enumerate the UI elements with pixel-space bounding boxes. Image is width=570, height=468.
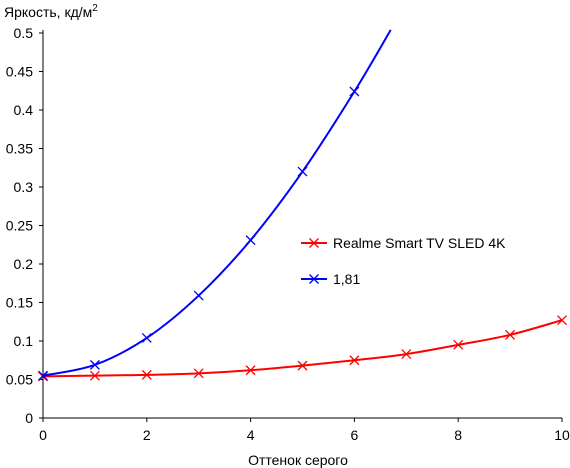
legend-item: Realme Smart TV SLED 4K (301, 235, 506, 251)
data-point (245, 235, 256, 246)
data-point (297, 166, 308, 177)
data-point (297, 360, 308, 371)
data-point (89, 370, 100, 381)
x-tick-label: 8 (454, 427, 462, 443)
x-tick-label: 6 (351, 427, 359, 443)
legend-item: 1,81 (301, 271, 360, 287)
y-tick-label: 0.5 (14, 25, 34, 41)
y-tick-label: 0.3 (14, 179, 34, 195)
y-tick-label: 0.35 (6, 141, 33, 157)
x-axis-label: Оттенок серого (248, 452, 348, 468)
data-point (309, 238, 319, 248)
data-point (349, 86, 360, 97)
y-axis-label: Яркость, кд/м2 (4, 3, 98, 20)
data-point (38, 370, 48, 381)
data-point (505, 329, 516, 340)
y-tick-label: 0.1 (14, 333, 34, 349)
data-point (557, 315, 567, 326)
data-point (193, 290, 204, 301)
y-tick-label: 0.2 (14, 256, 34, 272)
data-point (453, 339, 464, 350)
series-line (42, 319, 563, 378)
y-tick-label: 0.15 (6, 295, 33, 311)
x-tick-label: 10 (554, 427, 570, 443)
data-point (245, 365, 256, 376)
data-point (89, 359, 100, 370)
data-point (309, 274, 319, 284)
series-group (38, 29, 567, 382)
y-tick-label: 0.05 (6, 372, 33, 388)
x-tick-label: 4 (247, 427, 255, 443)
y-tick-label: 0.45 (6, 64, 33, 80)
x-ticks: 0 2 4 6 8 10 (39, 418, 570, 443)
y-tick-label: 0.25 (6, 218, 33, 234)
legend-label: Realme Smart TV SLED 4K (333, 235, 506, 251)
y-tick-label: 0.4 (14, 102, 34, 118)
data-point (141, 369, 152, 380)
data-point (401, 349, 412, 360)
data-point (193, 368, 204, 379)
data-point (349, 355, 360, 366)
y-tick-label: 0 (25, 410, 33, 426)
axes (42, 30, 562, 419)
legend: Realme Smart TV SLED 4K 1,81 (301, 235, 506, 287)
x-tick-label: 0 (39, 427, 47, 443)
series-line (42, 29, 392, 377)
series-2 (38, 29, 392, 381)
series-1 (38, 315, 567, 382)
y-ticks: 0 0.05 0.1 0.15 0.2 0.25 0.3 0.35 0.4 0.45 0.5 (6, 25, 43, 426)
data-point (141, 332, 152, 343)
x-tick-label: 2 (143, 427, 151, 443)
legend-label: 1,81 (333, 271, 360, 287)
